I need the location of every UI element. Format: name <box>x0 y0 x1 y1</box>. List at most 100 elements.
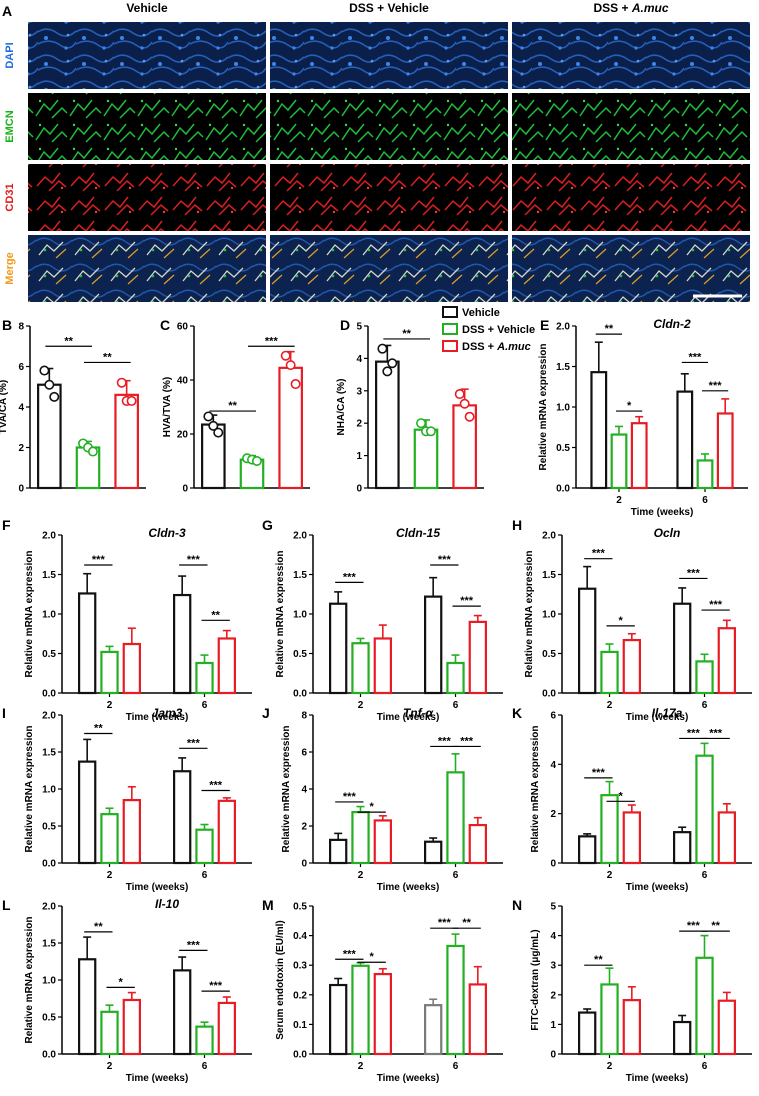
bar <box>114 393 139 490</box>
bar <box>610 433 628 490</box>
y-tick-label: 8 <box>18 322 24 333</box>
micrograph-tile <box>28 22 266 89</box>
bar <box>577 1011 597 1056</box>
y-tick-label: 6 <box>301 748 307 759</box>
data-point <box>454 389 465 400</box>
y-tick-label: 0 <box>550 859 556 870</box>
bar <box>630 422 648 490</box>
bar <box>672 1020 692 1056</box>
gene-title: Cldn-15 <box>396 526 440 540</box>
bar <box>717 627 736 695</box>
x-tick-label: 6 <box>702 870 708 881</box>
bar <box>717 999 736 1056</box>
data-point <box>280 350 291 361</box>
x-axis-label: Time (weeks) <box>377 712 440 723</box>
bar <box>446 661 465 695</box>
panel-label-D: D <box>340 317 350 333</box>
significance-label: *** <box>709 727 723 739</box>
x-tick-label: 6 <box>702 1061 708 1072</box>
micrograph-tile <box>28 235 266 302</box>
significance-label: *** <box>592 767 606 779</box>
panel-label-C: C <box>160 317 170 333</box>
significance-label: ** <box>605 323 614 335</box>
panel-label-G: G <box>262 517 273 533</box>
bar <box>695 754 714 865</box>
y-tick-label: 3 <box>356 386 362 397</box>
y-tick-label: 2 <box>18 443 24 454</box>
significance-label: *** <box>438 917 452 929</box>
y-tick-label: 60 <box>177 322 189 333</box>
data-point <box>44 379 55 390</box>
significance-label: * <box>370 951 375 963</box>
y-tick-label: 3 <box>550 961 556 972</box>
chart-G: G 0.0 0.5 1.0 1.5 2.0 Relative mRNA expression… <box>262 517 503 723</box>
y-tick-label: 20 <box>177 430 189 441</box>
panel-label-H: H <box>512 517 522 533</box>
y-tick-label: 0.0 <box>542 689 556 700</box>
bar <box>695 956 714 1056</box>
bar <box>716 412 734 490</box>
data-point <box>39 365 50 376</box>
y-tick-label: 4 <box>356 354 362 365</box>
bar <box>424 595 443 695</box>
y-tick-label: 0.3 <box>293 961 307 972</box>
bar <box>351 811 370 865</box>
micrograph-tile <box>512 235 750 302</box>
micrograph-tile <box>28 164 266 231</box>
x-axis-label: Time (weeks) <box>377 1073 440 1084</box>
significance-label: *** <box>460 595 474 607</box>
bar <box>468 620 487 695</box>
legend-swatch <box>442 306 458 318</box>
bar <box>173 969 192 1056</box>
y-axis-label: NHA/CA (%) <box>336 379 347 436</box>
y-tick-label: 2.0 <box>42 902 56 913</box>
x-axis-label: Time (weeks) <box>626 712 689 723</box>
chart-L: L 0.0 0.5 1.0 1.5 2.0 Relative mRNA expression… <box>2 897 252 1084</box>
data-point <box>203 411 214 422</box>
gene-title: Jam3 <box>152 706 183 720</box>
x-tick-label: 2 <box>616 495 622 506</box>
significance-label: ** <box>228 400 237 412</box>
y-tick-label: 2.0 <box>293 531 307 542</box>
y-tick-label: 2 <box>550 809 556 820</box>
column-title: DSS + A.muc <box>593 1 668 15</box>
significance-label: ** <box>94 921 103 933</box>
y-axis-label: Relative mRNA expression <box>24 551 35 678</box>
micrograph-panel: A Vehicle DSS + Vehicle DSS + A.muc DAPI EMCN… <box>2 1 750 302</box>
bar <box>77 958 97 1056</box>
bar <box>195 828 214 865</box>
significance-label: *** <box>187 939 201 951</box>
bar <box>424 840 443 865</box>
data-point <box>87 446 98 457</box>
bar <box>375 360 400 490</box>
bar <box>695 660 714 695</box>
significance-label: *** <box>687 920 701 932</box>
bar <box>622 999 641 1056</box>
x-axis-label: Time (weeks) <box>126 882 189 893</box>
data-point <box>416 418 427 429</box>
y-tick-label: 0.0 <box>293 689 307 700</box>
significance-label: *** <box>687 567 701 579</box>
significance-label: *** <box>688 351 702 363</box>
chart-J: J 0 2 4 6 8 Relative mRNA expression 2 6 Time (we… <box>262 705 503 893</box>
x-tick-label: 6 <box>453 1061 459 1072</box>
bar <box>672 602 692 695</box>
chart-N: N 0 1 2 3 4 5 FITC-dextran (μg/mL) 2 6 Time (weeks… <box>512 897 752 1084</box>
x-tick-label: 2 <box>107 870 113 881</box>
panel-label-K: K <box>512 705 522 721</box>
y-axis-label: Serum endotoxin (EU/ml) <box>275 920 286 1039</box>
bar <box>424 1004 443 1056</box>
significance-label: *** <box>92 554 106 566</box>
bar <box>373 972 392 1056</box>
micrograph-tile <box>270 235 508 302</box>
micrograph-tile <box>270 93 508 160</box>
significance-label: ** <box>64 335 73 347</box>
y-tick-label: 1.5 <box>556 362 570 373</box>
row-label: DAPI <box>4 42 16 68</box>
significance-label: * <box>119 976 124 988</box>
bar <box>600 983 619 1056</box>
data-point <box>425 426 436 437</box>
y-tick-label: 2 <box>356 419 362 430</box>
